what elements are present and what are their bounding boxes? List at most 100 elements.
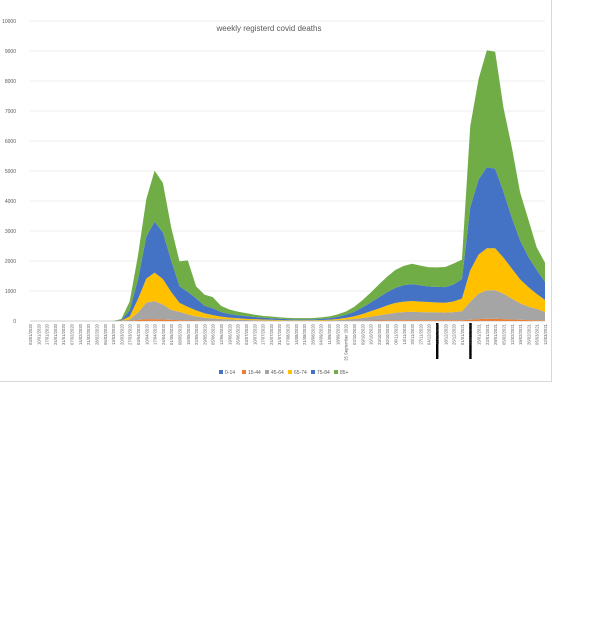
- chart-frame: weekly registerd covid deaths 0 1000 2000 3…: [0, 0, 552, 382]
- x-tick-label: 03/01/2020: [28, 323, 33, 345]
- chart: weekly registerd covid deaths 0 1000 2000 3…: [2, 19, 548, 376]
- x-tick-label: 10/01/2020: [36, 323, 41, 345]
- x-tick-label: 21/02/2020: [86, 323, 91, 345]
- x-tick-label: 10/07/2020: [252, 323, 257, 345]
- x-tick-label: 31/07/2020: [277, 323, 282, 345]
- x-tick-label: 24/01/2020: [53, 323, 58, 345]
- x-tick-label: 25 September 2020: [344, 323, 349, 360]
- x-tick-label: 18/12/2020: [443, 323, 448, 345]
- x-tick-label: 10/04/2020: [144, 323, 149, 345]
- legend-swatch: [219, 370, 223, 374]
- x-tick-label: 05/02/2021: [501, 323, 506, 345]
- y-tick-label: 4000: [5, 199, 16, 205]
- y-axis: 0 1000 2000 3000 4000 5000 6000 7000 8000 9000 100…: [2, 19, 16, 325]
- y-tick-label: 1000: [5, 289, 16, 295]
- legend-label: 75-84: [317, 370, 330, 376]
- x-tick-label: 12/03/2021: [543, 323, 548, 345]
- y-tick-label: 8000: [5, 79, 16, 85]
- x-tick-label: 12/02/2021: [510, 323, 515, 345]
- y-tick-label: 6000: [5, 139, 16, 145]
- x-tick-label: 14/02/2020: [78, 323, 83, 345]
- y-tick-label: 7000: [5, 109, 16, 115]
- legend-label: 0-14: [225, 370, 235, 376]
- x-tick-label: 24/04/2020: [161, 323, 166, 345]
- vertical-marker: [436, 323, 439, 359]
- y-tick-label: 0: [13, 319, 16, 325]
- x-tick-label: 07/08/2020: [286, 323, 291, 345]
- x-tick-label: 17/04/2020: [153, 323, 158, 345]
- x-tick-label: 02/10/2020: [352, 323, 357, 345]
- series-area-85-: [30, 50, 545, 322]
- x-tick-label: 26/02/2021: [526, 323, 531, 345]
- x-tick-label: 03/04/2020: [136, 323, 141, 345]
- x-tick-label: 12/06/2020: [219, 323, 224, 345]
- x-tick-label: 24/07/2020: [269, 323, 274, 345]
- vertical-markers: [436, 323, 472, 359]
- x-tick-label: 16/10/2020: [369, 323, 374, 345]
- legend-label: 85+: [340, 370, 349, 376]
- legend-label: 65-74: [294, 370, 307, 376]
- x-tick-label: 05/03/2021: [535, 323, 540, 345]
- plot-areas: [30, 50, 545, 322]
- x-tick-label: 22/05/2020: [194, 323, 199, 345]
- x-tick-label: 20/11/2020: [410, 323, 415, 344]
- x-tick-label: 29/01/2021: [493, 323, 498, 345]
- x-tick-label: 28/08/2020: [310, 323, 315, 345]
- x-tick-label: 13/11/2020: [402, 323, 407, 344]
- x-tick-label: 29/05/2020: [202, 323, 207, 345]
- chart-title: weekly registerd covid deaths: [216, 24, 322, 33]
- x-tick-label: 27/11/2020: [418, 323, 423, 344]
- series-area-75-84: [30, 167, 545, 321]
- x-tick-label: 23/10/2020: [377, 323, 382, 345]
- legend-swatch: [265, 370, 269, 374]
- series-area-45-64: [30, 290, 545, 321]
- x-tick-label: 08/01/2021: [468, 323, 473, 345]
- x-tick-label: 04/09/2020: [319, 323, 324, 345]
- x-tick-label: 03/07/2020: [244, 323, 249, 345]
- x-tick-label: 01/05/2020: [169, 323, 174, 345]
- x-tick-label: 26/06/2020: [236, 323, 241, 345]
- x-tick-label: 07/02/2020: [70, 323, 75, 345]
- x-tick-label: 17/07/2020: [261, 323, 266, 345]
- vertical-marker: [469, 323, 472, 359]
- legend-swatch: [334, 370, 338, 374]
- x-axis: 03/01/2020 10/01/2020 17/01/2020 24/01/2020…: [28, 323, 548, 360]
- y-tick-label: 9000: [5, 49, 16, 55]
- legend-label: 45-64: [271, 370, 284, 376]
- legend-swatch: [288, 370, 292, 374]
- x-tick-label: 08/05/2020: [178, 323, 183, 345]
- x-tick-label: 17/01/2020: [45, 323, 50, 345]
- x-tick-label: 05/06/2020: [211, 323, 216, 345]
- x-tick-label: 20/03/2020: [119, 323, 124, 345]
- gridlines: [30, 20, 545, 322]
- legend-swatch: [311, 370, 315, 374]
- x-tick-label: 31/01/2020: [61, 323, 66, 345]
- x-tick-label: 04/12/2020: [427, 323, 432, 345]
- x-tick-label: 14/08/2020: [294, 323, 299, 345]
- x-tick-label: 27/03/2020: [128, 323, 133, 345]
- x-tick-label: 22/01/2021: [485, 323, 490, 345]
- legend-swatch: [242, 370, 246, 374]
- x-tick-label: 28/02/2020: [94, 323, 99, 345]
- series-area-65-74: [30, 248, 545, 321]
- x-tick-label: 21/08/2020: [302, 323, 307, 345]
- x-tick-label: 18/09/2020: [335, 323, 340, 345]
- x-tick-label: 06/11/2020: [393, 323, 398, 344]
- x-tick-label: 30/10/2020: [385, 323, 390, 345]
- x-tick-label: 09/10/2020: [360, 323, 365, 345]
- y-tick-label: 10000: [2, 19, 16, 25]
- x-tick-label: 11/09/2020: [327, 323, 332, 344]
- y-tick-label: 2000: [5, 259, 16, 265]
- y-tick-label: 5000: [5, 169, 16, 175]
- x-tick-label: 15/05/2020: [186, 323, 191, 345]
- legend: 0-14 15-44 45-64 65-74 75-84 85+: [219, 370, 349, 376]
- x-tick-label: 11/12/2020: [435, 323, 440, 344]
- x-tick-label: 25/12/2020: [452, 323, 457, 345]
- legend-label: 15-44: [248, 370, 261, 376]
- series-area-15-44: [30, 318, 545, 321]
- x-tick-label: 19/02/2021: [518, 323, 523, 345]
- x-tick-label: 13/03/2020: [111, 323, 116, 345]
- x-tick-label: 19/06/2020: [227, 323, 232, 345]
- x-tick-label: 15/01/2021: [477, 323, 482, 345]
- y-tick-label: 3000: [5, 229, 16, 235]
